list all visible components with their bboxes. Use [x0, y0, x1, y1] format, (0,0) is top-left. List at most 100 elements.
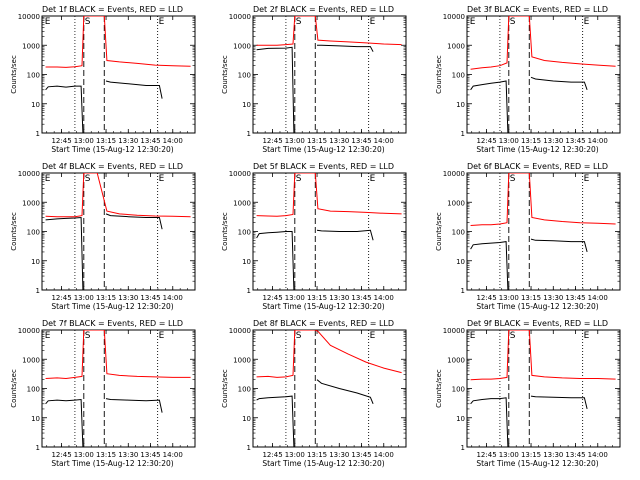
- x-tick-label: 13:15: [96, 137, 116, 145]
- y-tick-label: 10000: [229, 327, 251, 335]
- plot-frame: [41, 172, 196, 291]
- marker-label: S: [510, 331, 516, 341]
- x-axis-label: Start Time (15-Aug-12 12:30:20): [476, 302, 598, 311]
- x-tick-label: 14:00: [374, 294, 394, 302]
- x-tick-label: 13:45: [351, 137, 371, 145]
- x-axis-label: Start Time (15-Aug-12 12:30:20): [476, 459, 598, 468]
- panel-title: Det 7f BLACK = Events, RED = LLD: [42, 319, 183, 328]
- y-tick-label: 1000: [447, 42, 465, 50]
- x-tick-label: 14:00: [163, 451, 183, 459]
- panel-5: Det 5f BLACK = Events, RED = LLD 1 10 100 10…: [221, 162, 407, 311]
- series-line-lld: [256, 16, 402, 46]
- marker-label: S: [296, 331, 302, 341]
- series-line-lld: [470, 330, 616, 381]
- x-tick-label: 13:00: [499, 294, 519, 302]
- x-axis-label: Start Time (15-Aug-12 12:30:20): [51, 302, 173, 311]
- series-line-events: [316, 379, 374, 404]
- x-tick-label: 13:00: [499, 137, 519, 145]
- x-tick-label: 13:15: [96, 294, 116, 302]
- series-line-events: [530, 395, 588, 410]
- y-tick-label: 100: [27, 229, 40, 237]
- panel-6: Det 6f BLACK = Events, RED = LLD 1 10 100 10…: [435, 162, 621, 311]
- y-tick-label: 1: [247, 287, 251, 295]
- plot-frame: [41, 329, 196, 448]
- panel-7: Det 7f BLACK = Events, RED = LLD 1 10 100 10…: [10, 319, 196, 468]
- x-tick-label: 13:30: [543, 294, 563, 302]
- panel-3: Det 3f BLACK = Events, RED = LLD 1 10 100 10…: [435, 5, 621, 154]
- marker-label: E: [584, 17, 590, 27]
- x-tick-label: 14:00: [588, 294, 608, 302]
- panel-title: Det 5f BLACK = Events, RED = LLD: [253, 162, 394, 171]
- series-line-lld: [470, 16, 616, 70]
- x-tick-label: 13:30: [118, 294, 138, 302]
- x-tick-label: 13:45: [565, 294, 585, 302]
- x-tick-label: 13:30: [118, 451, 138, 459]
- series-line-events: [105, 80, 163, 99]
- series-line-lld: [256, 330, 402, 378]
- x-tick-label: 13:30: [329, 294, 349, 302]
- marker-label: E: [45, 174, 51, 184]
- y-axis-label: Counts/sec: [221, 212, 229, 251]
- x-tick-label: 13:15: [521, 137, 541, 145]
- marker-label: E: [159, 174, 165, 184]
- plot-frame: [41, 15, 196, 134]
- y-tick-label: 100: [452, 229, 465, 237]
- marker-label: S: [85, 331, 91, 341]
- y-tick-label: 10: [456, 101, 465, 109]
- plot-frame: [252, 15, 407, 134]
- x-axis-label: Start Time (15-Aug-12 12:30:20): [476, 145, 598, 154]
- x-tick-label: 13:30: [329, 451, 349, 459]
- x-tick-label: 13:15: [96, 451, 116, 459]
- y-axis-label: Counts/sec: [435, 212, 443, 251]
- marker-label: E: [159, 331, 165, 341]
- y-axis-label: Counts/sec: [221, 55, 229, 94]
- series-line-events: [530, 238, 588, 253]
- x-tick-label: 13:15: [521, 451, 541, 459]
- series-line-lld: [45, 173, 191, 218]
- x-tick-label: 13:00: [285, 137, 305, 145]
- x-axis-label: Start Time (15-Aug-12 12:30:20): [262, 302, 384, 311]
- x-tick-label: 13:45: [565, 137, 585, 145]
- panel-4: Det 4f BLACK = Events, RED = LLD 1 10 100 10…: [10, 162, 196, 311]
- y-tick-label: 1000: [22, 42, 40, 50]
- y-tick-label: 10000: [18, 13, 40, 21]
- series-line-events: [256, 395, 295, 447]
- x-axis-label: Start Time (15-Aug-12 12:30:20): [262, 459, 384, 468]
- plot-frame: [252, 329, 407, 448]
- series-line-lld: [470, 173, 616, 226]
- y-tick-label: 100: [452, 386, 465, 394]
- marker-label: S: [296, 17, 302, 27]
- y-tick-label: 10000: [229, 170, 251, 178]
- y-tick-label: 1: [36, 287, 40, 295]
- x-tick-label: 13:15: [521, 294, 541, 302]
- marker-label: S: [85, 174, 91, 184]
- y-tick-label: 10: [31, 258, 40, 266]
- y-tick-label: 100: [27, 386, 40, 394]
- y-tick-label: 1000: [233, 356, 251, 364]
- marker-label: E: [159, 17, 165, 27]
- y-tick-label: 1: [36, 444, 40, 452]
- marker-label: S: [85, 17, 91, 27]
- series-line-events: [470, 397, 509, 447]
- marker-label: E: [470, 331, 476, 341]
- y-tick-label: 100: [27, 72, 40, 80]
- panel-title: Det 4f BLACK = Events, RED = LLD: [42, 162, 183, 171]
- panel-title: Det 1f BLACK = Events, RED = LLD: [42, 5, 183, 14]
- marker-label: E: [370, 331, 376, 341]
- series-line-events: [470, 80, 509, 133]
- x-tick-label: 12:45: [51, 294, 71, 302]
- y-tick-label: 10000: [18, 327, 40, 335]
- plot-frame: [466, 329, 621, 448]
- panel-title: Det 3f BLACK = Events, RED = LLD: [467, 5, 608, 14]
- series-line-events: [105, 398, 163, 413]
- y-tick-label: 1: [36, 130, 40, 138]
- panel-title: Det 9f BLACK = Events, RED = LLD: [467, 319, 608, 328]
- y-tick-label: 10: [456, 258, 465, 266]
- series-line-events: [470, 241, 509, 290]
- y-axis-label: Counts/sec: [10, 55, 18, 94]
- x-axis-label: Start Time (15-Aug-12 12:30:20): [262, 145, 384, 154]
- panel-8: Det 8f BLACK = Events, RED = LLD 1 10 100 10…: [221, 319, 407, 468]
- y-tick-label: 100: [238, 386, 251, 394]
- x-tick-label: 13:45: [565, 451, 585, 459]
